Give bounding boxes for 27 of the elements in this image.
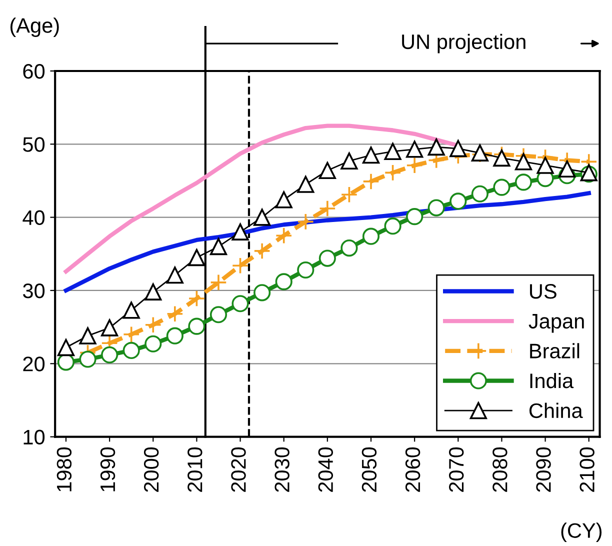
y-tick-label: 30: [22, 283, 45, 298]
x-tick-label: 2060: [405, 447, 420, 492]
x-tick-label: 2090: [536, 447, 551, 492]
legend-label: Brazil: [530, 343, 580, 358]
x-tick-label: 2040: [318, 447, 334, 492]
x-tick-label: 2070: [448, 447, 464, 492]
x-tick-label: 2030: [274, 447, 290, 492]
x-tick-label: 2020: [231, 447, 246, 492]
y-axis-title: (Age): [10, 18, 59, 38]
legend-label: India: [530, 372, 574, 388]
y-tick-label: 60: [23, 64, 45, 79]
x-tick-label: 2100: [580, 447, 594, 492]
x-tick-label: 1980: [56, 447, 72, 492]
text: UN projection: [402, 34, 526, 54]
x-tick-label: 2050: [362, 447, 377, 492]
x-tick-label: 2000: [144, 447, 159, 492]
x-tick-label: 1990: [100, 447, 116, 492]
y-tick-label: 40: [22, 210, 45, 226]
y-tick-label: 50: [23, 137, 45, 152]
x-axis-title: (CY): [561, 522, 602, 542]
y-tick-label: 20: [23, 356, 45, 372]
x-tick-label: 2080: [492, 447, 508, 492]
legend-label: China: [529, 402, 583, 418]
legend-label: US: [530, 284, 556, 299]
x-tick-label: 2010: [188, 447, 202, 492]
legend-label: Japan: [528, 314, 584, 333]
y-tick-label: 10: [24, 430, 45, 445]
